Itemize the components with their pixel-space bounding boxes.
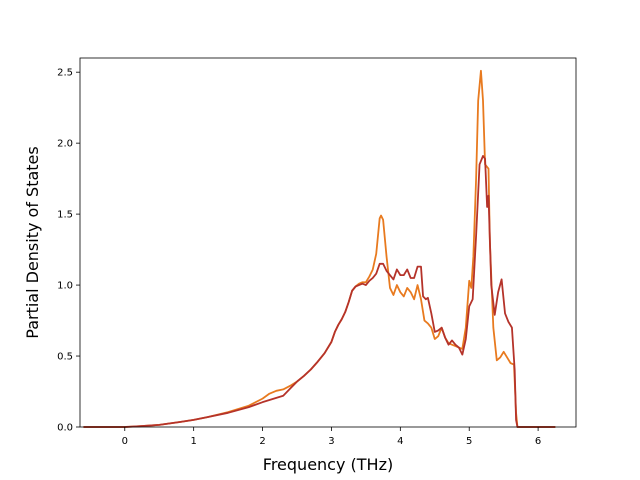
y-tick-label: 0.5 [57, 352, 73, 363]
y-axis-ticks: 0.0 0.5 1.0 1.5 2.0 2.5 [57, 68, 80, 434]
x-axis-label: Frequency (THz) [263, 455, 393, 474]
y-tick-label: 1.0 [57, 281, 73, 292]
x-tick-label: 4 [397, 436, 403, 447]
y-axis-label: Partial Density of States [23, 146, 42, 338]
x-axis-ticks: 0 1 2 3 4 5 6 [122, 427, 541, 447]
series-layer [83, 69, 556, 428]
x-tick-label: 5 [466, 436, 472, 447]
y-tick-label: 0.0 [57, 423, 73, 434]
x-tick-label: 0 [122, 436, 128, 447]
series-line-1 [83, 69, 556, 428]
y-tick-label: 2.5 [57, 68, 73, 79]
y-tick-label: 1.5 [57, 210, 73, 221]
series-line-2 [83, 155, 556, 428]
x-tick-label: 3 [328, 436, 334, 447]
x-tick-label: 6 [535, 436, 541, 447]
axes-frame [79, 57, 577, 428]
x-tick-label: 2 [259, 436, 265, 447]
x-tick-label: 1 [190, 436, 196, 447]
y-tick-label: 2.0 [57, 139, 73, 150]
